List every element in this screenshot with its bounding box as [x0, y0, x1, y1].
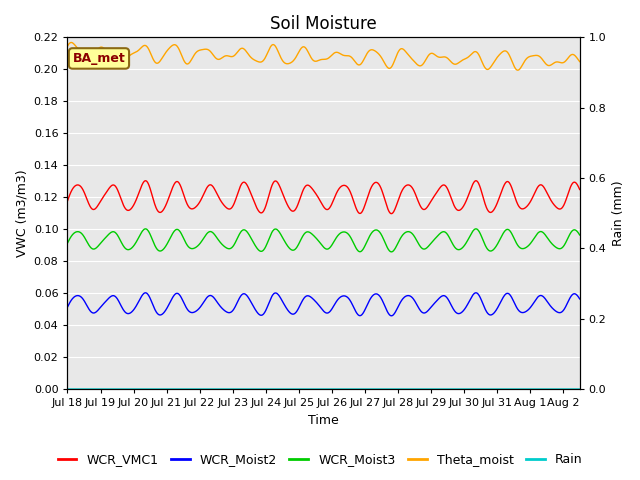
- WCR_Moist3: [103, 233, 111, 239]
- WCR_Moist2: [103, 297, 111, 303]
- Theta_moist: [63, 43, 71, 49]
- Legend: WCR_VMC1, WCR_Moist2, WCR_Moist3, Theta_moist, Rain: WCR_VMC1, WCR_Moist2, WCR_Moist3, Theta_…: [52, 448, 588, 471]
- Theta_moist: [355, 62, 363, 68]
- Theta_moist: [576, 59, 584, 64]
- Rain: [63, 386, 71, 392]
- Rain: [576, 386, 584, 392]
- WCR_VMC1: [103, 188, 111, 194]
- WCR_VMC1: [388, 211, 396, 216]
- WCR_Moist3: [355, 249, 363, 254]
- WCR_VMC1: [282, 197, 289, 203]
- WCR_Moist2: [282, 303, 289, 309]
- WCR_VMC1: [124, 207, 132, 213]
- Rain: [301, 386, 308, 392]
- WCR_Moist3: [124, 247, 132, 252]
- Line: Theta_moist: Theta_moist: [67, 43, 580, 70]
- WCR_Moist2: [301, 294, 308, 300]
- WCR_Moist2: [355, 312, 363, 318]
- Text: BA_met: BA_met: [72, 52, 125, 65]
- WCR_Moist3: [388, 249, 396, 255]
- WCR_Moist3: [301, 230, 308, 236]
- WCR_VMC1: [63, 198, 71, 204]
- Theta_moist: [282, 60, 289, 66]
- WCR_Moist2: [124, 311, 132, 316]
- WCR_VMC1: [301, 184, 308, 190]
- Theta_moist: [301, 45, 308, 50]
- Theta_moist: [104, 48, 111, 53]
- WCR_VMC1: [292, 206, 300, 212]
- Line: WCR_VMC1: WCR_VMC1: [67, 181, 580, 214]
- Line: WCR_Moist2: WCR_Moist2: [67, 293, 580, 316]
- Title: Soil Moisture: Soil Moisture: [270, 15, 377, 33]
- Y-axis label: Rain (mm): Rain (mm): [612, 180, 625, 246]
- Rain: [292, 386, 300, 392]
- X-axis label: Time: Time: [308, 414, 339, 427]
- WCR_Moist3: [292, 246, 300, 252]
- WCR_Moist3: [63, 240, 71, 246]
- Rain: [103, 386, 111, 392]
- Theta_moist: [292, 55, 300, 60]
- Rain: [124, 386, 132, 392]
- Y-axis label: VWC (m3/m3): VWC (m3/m3): [15, 169, 28, 257]
- WCR_Moist2: [63, 304, 71, 310]
- WCR_Moist3: [282, 239, 289, 245]
- Theta_moist: [124, 54, 132, 60]
- WCR_Moist2: [292, 310, 300, 315]
- Rain: [281, 386, 289, 392]
- Line: WCR_Moist3: WCR_Moist3: [67, 229, 580, 252]
- Rain: [355, 386, 363, 392]
- Theta_moist: [67, 40, 75, 46]
- WCR_Moist2: [141, 290, 149, 296]
- Theta_moist: [514, 67, 522, 73]
- WCR_Moist2: [388, 313, 396, 319]
- WCR_VMC1: [141, 178, 149, 184]
- WCR_Moist3: [141, 226, 149, 232]
- WCR_VMC1: [355, 210, 363, 216]
- WCR_VMC1: [576, 187, 584, 192]
- WCR_Moist3: [576, 232, 584, 238]
- WCR_Moist2: [576, 296, 584, 302]
